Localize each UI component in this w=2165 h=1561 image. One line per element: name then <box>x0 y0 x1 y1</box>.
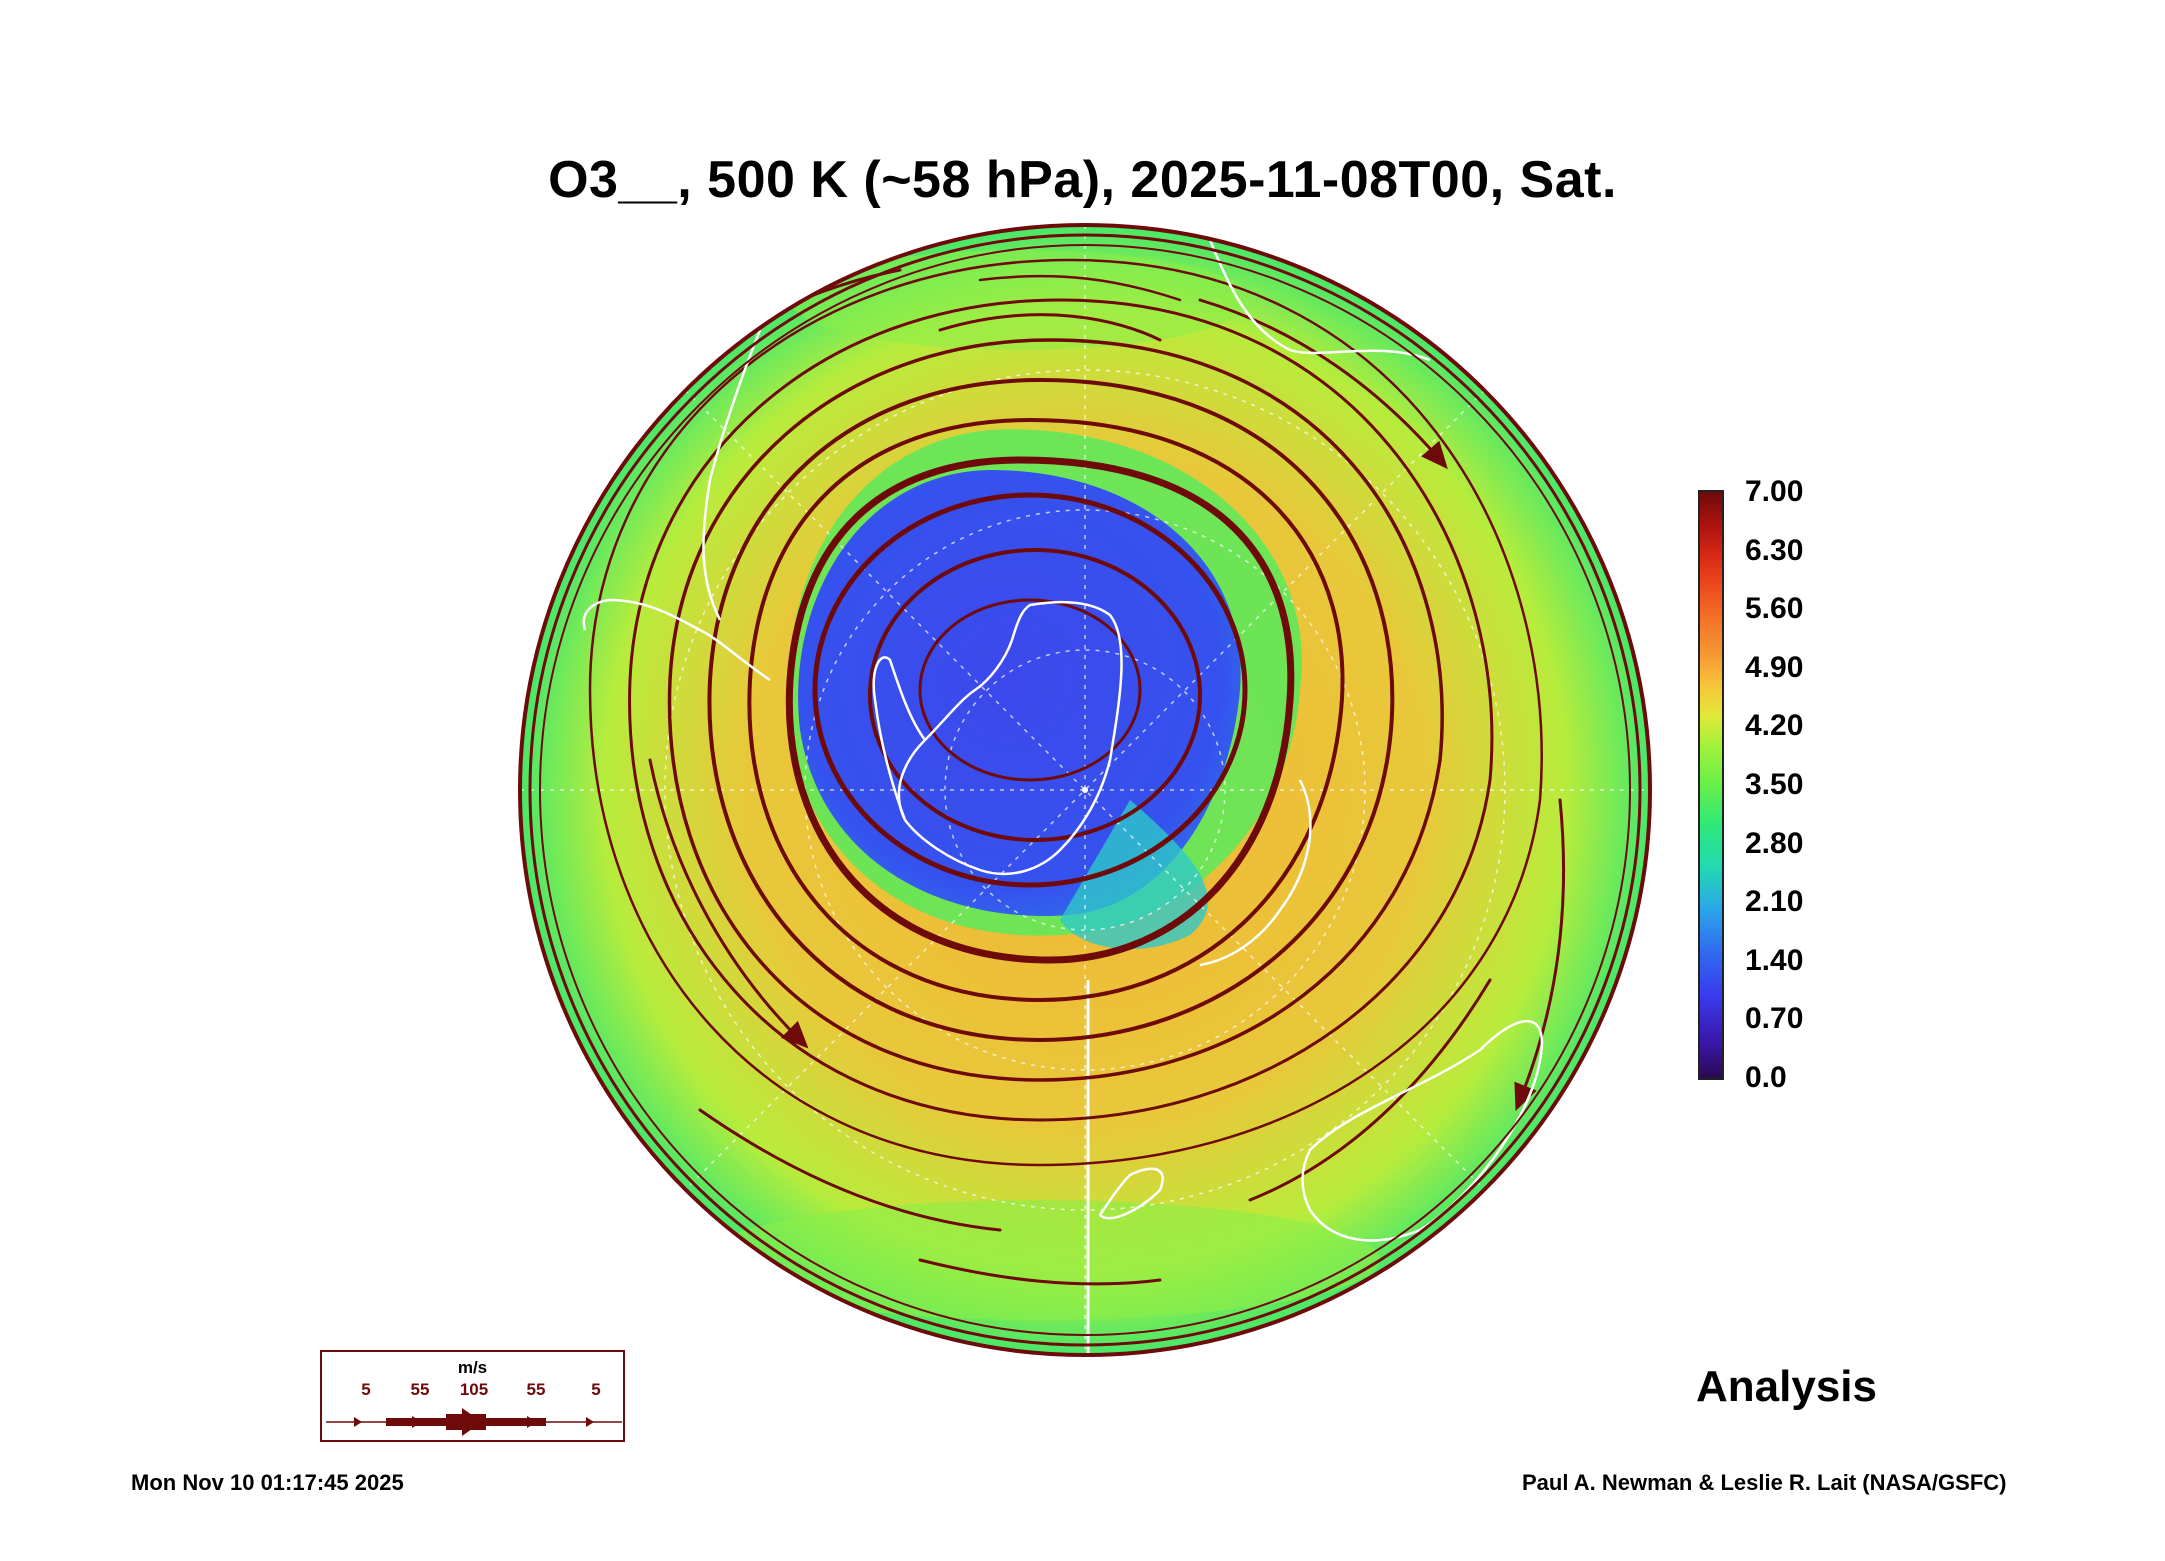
graticule <box>520 225 1650 1355</box>
colorbar-tick-label: 4.90 <box>1745 650 1804 684</box>
legend-speed-label: 5 <box>591 1380 601 1399</box>
legend-speed-label: 55 <box>410 1380 430 1399</box>
antarctica-coast <box>897 600 1123 876</box>
map-border <box>518 223 1652 1357</box>
colorbar-tick-label: 4.20 <box>1745 709 1804 743</box>
new-zealand-coast <box>1098 1167 1164 1220</box>
map-title: O3__, 500 K (~58 hPa), 2025-11-08T00, Sa… <box>548 151 1617 209</box>
legend-arrow-graphic <box>326 1408 622 1436</box>
timestamp: Mon Nov 10 01:17:45 2025 <box>131 1470 404 1495</box>
colorbar-tick-label: 2.80 <box>1745 826 1804 860</box>
colorbar-tick-label: 7.00 <box>1745 475 1804 508</box>
wind-speed-legend: m/s 5 55 105 55 5 <box>320 1350 625 1442</box>
north-coast <box>1208 239 1431 362</box>
south-america-coast <box>582 598 771 682</box>
credit-line: Paul A. Newman & Leslie R. Lait (NASA/GS… <box>1522 1470 2007 1495</box>
ozone-colorbar <box>1698 490 1724 1080</box>
legend-speed-label: 105 <box>459 1380 489 1399</box>
analysis-label: Analysis <box>1696 1362 1877 1411</box>
legend-units: m/s <box>457 1358 488 1377</box>
outer-ring-streamline-2 <box>539 244 1631 1336</box>
australia-coast <box>1301 1020 1544 1242</box>
vortex-edge-cyan <box>1060 800 1208 950</box>
colorbar-tick-label: 0.70 <box>1745 1002 1804 1036</box>
legend-speed-label: 5 <box>361 1380 371 1399</box>
green-band-south <box>700 1200 1380 1320</box>
africa-coast <box>1199 779 1312 967</box>
outer-ring-streamline <box>528 233 1642 1347</box>
colorbar-tick-label: 6.30 <box>1745 533 1804 567</box>
pole-marker <box>1082 787 1088 793</box>
colorbar-tick-label: 2.10 <box>1745 885 1804 919</box>
colorbar-tick-label: 3.50 <box>1745 768 1804 801</box>
antarctic-peninsula-coast <box>872 656 927 821</box>
colorbar-tick-label: 5.60 <box>1745 592 1804 626</box>
colorbar-tick-label: 0.0 <box>1745 1061 1787 1094</box>
legend-speed-label: 55 <box>526 1380 546 1399</box>
colorbar-tick-label: 1.40 <box>1745 943 1804 977</box>
coastlines <box>582 239 1544 1242</box>
west-coast <box>702 329 762 621</box>
streamlines <box>588 258 1566 1286</box>
